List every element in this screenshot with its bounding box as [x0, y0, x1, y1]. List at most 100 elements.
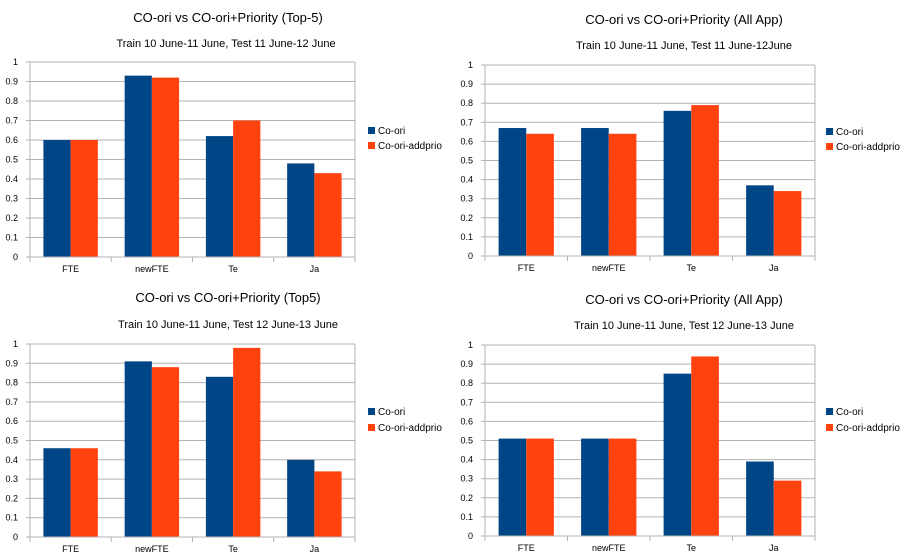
y-tick-label: 0.7	[5, 397, 18, 407]
chart-allapp-test-11-12: CO-ori vs CO-ori+Priority (All App) Trai…	[455, 0, 911, 278]
y-tick-label: 0.1	[460, 512, 473, 522]
plot-area: 0 0.1 0.2 0.3 0.4 0.5 0.6 0.7 0.8 0.9 1 FTE newFTE Te…	[460, 60, 816, 273]
y-tick-label: 0.6	[5, 416, 18, 426]
y-tick-label: 0.8	[5, 378, 18, 388]
x-tick-label: Te	[228, 544, 238, 554]
legend-swatch-co-ori-addprio	[368, 424, 375, 431]
legend-swatch-co-ori-addprio	[368, 142, 375, 149]
y-tick-label: 1	[468, 60, 473, 70]
chart-title: CO-ori vs CO-ori+Priority (All App)	[585, 12, 783, 27]
y-tick-label: 0.8	[460, 378, 473, 388]
chart-title: CO-ori vs CO-ori+Priority (Top-5)	[133, 10, 323, 25]
chart-svg: CO-ori vs CO-ori+Priority (All App) Trai…	[460, 12, 900, 273]
chart-title: CO-ori vs CO-ori+Priority (Top5)	[135, 290, 320, 305]
y-tick-label: 0.8	[5, 96, 18, 106]
x-tick-label: FTE	[62, 544, 79, 554]
bar-co-ori-newfte	[124, 75, 152, 258]
chart-subtitle: Train 10 June-11 June, Test 11 June-12Ju…	[576, 40, 792, 52]
y-tick-label: 0.4	[5, 174, 18, 184]
bar-co-ori-te	[205, 136, 234, 257]
y-tick-label: 0	[13, 532, 18, 542]
bar-co-ori-addprio-te	[233, 347, 261, 537]
chart-allapp-test-12-13: CO-ori vs CO-ori+Priority (All App) Trai…	[455, 280, 911, 557]
legend-label-co-ori: Co-ori	[378, 126, 405, 137]
bar-co-ori-addprio-te	[691, 105, 719, 256]
y-tick-label: 0	[468, 531, 473, 541]
y-tick-label: 0.8	[460, 98, 473, 108]
chart-top5-test-12-13: CO-ori vs CO-ori+Priority (Top5) Train 1…	[0, 280, 455, 557]
x-tick-label: Ja	[310, 544, 320, 554]
chart-svg: CO-ori vs CO-ori+Priority (Top5) Train 1…	[5, 290, 442, 554]
y-tick-label: 0.1	[5, 233, 18, 243]
y-tick-label: 0.1	[5, 513, 18, 523]
y-tick-label: 0.5	[5, 436, 18, 446]
x-tick-label: FTE	[518, 263, 535, 273]
x-tick-label: Te	[686, 543, 696, 553]
bar-co-ori-addprio-newfte	[151, 367, 180, 537]
x-tick-label: Te	[686, 263, 696, 273]
bar-co-ori-ja	[287, 163, 315, 257]
y-tick-label: 0.9	[5, 77, 18, 87]
y-tick-label: 0.5	[460, 156, 473, 166]
bar-co-ori-newfte	[124, 361, 152, 537]
y-tick-label: 0.3	[5, 474, 18, 484]
y-tick-label: 1	[13, 339, 18, 349]
y-tick-label: 0.4	[460, 455, 473, 465]
bar-co-ori-ja	[746, 185, 774, 256]
y-tick-label: 0.7	[5, 116, 18, 126]
y-tick-label: 0.6	[460, 136, 473, 146]
y-tick-label: 0	[13, 252, 18, 262]
bar-co-ori-addprio-ja	[773, 480, 802, 536]
chart-svg: CO-ori vs CO-ori+Priority (Top-5) Train …	[5, 10, 442, 274]
bar-co-ori-addprio-newfte	[608, 438, 637, 536]
y-tick-label: 0.5	[460, 436, 473, 446]
x-tick-label: newFTE	[592, 543, 626, 553]
y-tick-label: 0.7	[460, 397, 473, 407]
y-tick-label: 0	[468, 251, 473, 261]
y-tick-label: 1	[13, 57, 18, 67]
x-tick-label: Ja	[769, 263, 779, 273]
y-tick-label: 1	[468, 340, 473, 350]
chart-top5-test-11-12: CO-ori vs CO-ori+Priority (Top-5) Train …	[0, 0, 455, 278]
chart-subtitle: Train 10 June-11 June, Test 12 June-13 J…	[118, 319, 338, 331]
bar-co-ori-addprio-fte	[70, 448, 98, 537]
legend: Co-ori Co-ori-addprio	[368, 126, 442, 152]
x-tick-label: newFTE	[135, 544, 169, 554]
bar-co-ori-addprio-ja	[314, 173, 342, 257]
legend: Co-ori Co-ori-addprio	[826, 127, 900, 153]
plot-area: 0 0.1 0.2 0.3 0.4 0.5 0.6 0.7 0.8 0.9 1 FTE newFTE Te…	[5, 339, 356, 554]
y-tick-label: 0.3	[5, 194, 18, 204]
chart-subtitle: Train 10 June-11 June, Test 11 June-12 J…	[116, 38, 335, 50]
bar-co-ori-addprio-ja	[314, 471, 342, 537]
legend: Co-ori Co-ori-addprio	[368, 407, 442, 434]
bar-co-ori-addprio-newfte	[151, 77, 180, 257]
y-tick-label: 0.9	[5, 358, 18, 368]
bar-co-ori-te	[205, 376, 234, 537]
bar-co-ori-fte	[43, 448, 71, 537]
y-tick-label: 0.4	[5, 455, 18, 465]
y-tick-label: 0.3	[460, 474, 473, 484]
y-tick-label: 0.9	[460, 359, 473, 369]
y-tick-label: 0.6	[5, 135, 18, 145]
bar-co-ori-addprio-newfte	[608, 133, 637, 256]
bar-co-ori-fte	[498, 438, 527, 536]
y-tick-label: 0.5	[5, 155, 18, 165]
bar-co-ori-te	[663, 110, 692, 256]
bar-co-ori-fte	[43, 140, 71, 257]
x-tick-label: newFTE	[592, 263, 626, 273]
x-tick-label: FTE	[518, 543, 535, 553]
y-tick-label: 0.2	[460, 213, 473, 223]
y-tick-label: 0.4	[460, 175, 473, 185]
bar-co-ori-addprio-fte	[526, 438, 554, 536]
legend-label-co-ori-addprio: Co-ori-addprio	[836, 142, 900, 153]
bar-co-ori-addprio-fte	[526, 133, 554, 256]
x-tick-label: newFTE	[135, 264, 169, 274]
legend-swatch-co-ori-addprio	[826, 424, 833, 431]
legend-swatch-co-ori	[368, 127, 375, 134]
bar-co-ori-addprio-te	[691, 356, 719, 536]
bar-co-ori-addprio-fte	[70, 140, 98, 257]
y-tick-label: 0.7	[460, 117, 473, 127]
chart-svg: CO-ori vs CO-ori+Priority (All App) Trai…	[460, 292, 900, 553]
legend-label-co-ori-addprio: Co-ori-addprio	[836, 423, 900, 434]
legend-swatch-co-ori	[826, 408, 833, 415]
